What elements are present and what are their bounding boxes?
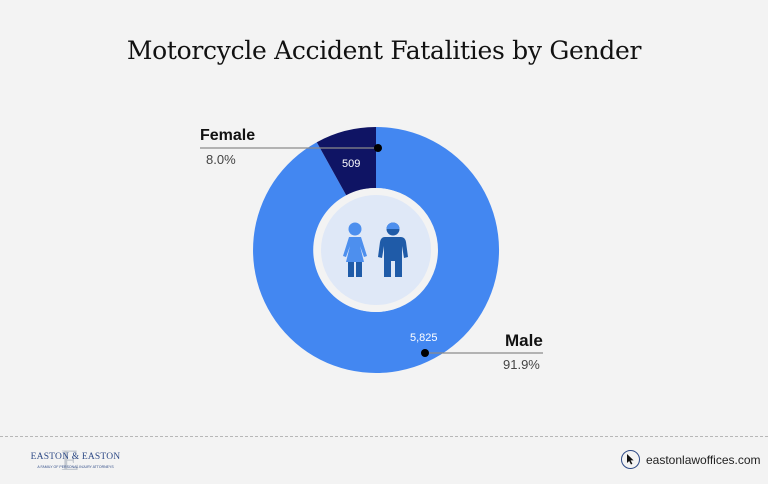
website-text: eastonlawoffices.com: [646, 452, 761, 467]
male-slice: [253, 126, 500, 373]
logo-text: EASTON & EASTON: [30, 452, 121, 462]
female-person-icon: [343, 222, 367, 277]
female-slice: [316, 127, 376, 196]
female-value: 509: [342, 158, 361, 170]
male-label: Male: [505, 331, 543, 350]
male-value: 5,825: [410, 332, 438, 344]
website-link[interactable]: eastonlawoffices.com: [621, 450, 761, 469]
female-percent: 8.0%: [206, 152, 236, 167]
cursor-icon: [621, 450, 640, 469]
female-callout-dot: [374, 144, 382, 152]
easton-logo[interactable]: E EASTON & EASTON A FAMILY OF PERSONAL I…: [28, 444, 123, 477]
logo-mark: E: [61, 444, 80, 477]
center-fill: [321, 195, 431, 305]
chart-title: Motorcycle Accident Fatalities by Gender: [126, 36, 642, 65]
footer-divider: [0, 436, 768, 437]
male-callout-dot: [421, 349, 429, 357]
male-person-icon: [378, 222, 408, 277]
logo-subtitle: A FAMILY OF PERSONAL INJURY ATTORNEYS: [37, 465, 114, 469]
male-percent: 91.9%: [503, 357, 540, 372]
female-label: Female: [200, 127, 256, 144]
